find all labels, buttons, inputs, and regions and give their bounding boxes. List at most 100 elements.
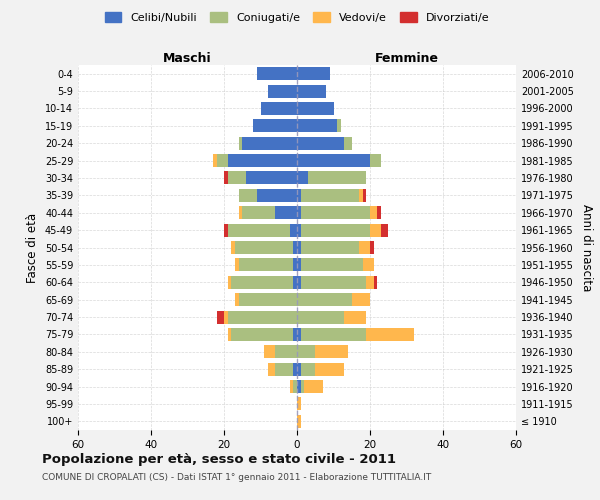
Bar: [257, 67, 297, 80]
Legend: Celibi/Nubili, Coniugati/e, Vedovi/e, Divorziati/e: Celibi/Nubili, Coniugati/e, Vedovi/e, Di…: [105, 12, 489, 23]
Bar: [297, 328, 301, 341]
Bar: [301, 380, 304, 393]
Bar: [227, 224, 290, 236]
Bar: [297, 258, 301, 272]
Bar: [293, 380, 297, 393]
Bar: [337, 120, 341, 132]
Bar: [297, 172, 308, 184]
Bar: [235, 258, 239, 272]
Bar: [367, 276, 374, 289]
Bar: [293, 241, 297, 254]
Bar: [370, 224, 381, 236]
Bar: [268, 362, 275, 376]
Y-axis label: Fasce di età: Fasce di età: [26, 212, 39, 282]
Bar: [297, 398, 301, 410]
Bar: [239, 293, 297, 306]
Bar: [290, 224, 297, 236]
Bar: [260, 102, 297, 115]
Bar: [362, 258, 374, 272]
Bar: [297, 293, 352, 306]
Bar: [301, 224, 370, 236]
Bar: [297, 154, 370, 167]
Bar: [275, 362, 293, 376]
Bar: [293, 328, 297, 341]
Bar: [301, 258, 362, 272]
Bar: [297, 67, 330, 80]
Bar: [242, 206, 275, 220]
Bar: [217, 154, 227, 167]
Bar: [275, 346, 297, 358]
Bar: [275, 206, 297, 220]
Bar: [253, 120, 297, 132]
Bar: [297, 206, 301, 220]
Bar: [304, 380, 323, 393]
Bar: [235, 241, 293, 254]
Bar: [297, 102, 334, 115]
Bar: [370, 154, 381, 167]
Bar: [315, 346, 348, 358]
Bar: [297, 189, 301, 202]
Bar: [308, 172, 367, 184]
Bar: [235, 293, 239, 306]
Bar: [293, 258, 297, 272]
Bar: [297, 84, 326, 98]
Bar: [359, 189, 362, 202]
Bar: [301, 362, 315, 376]
Bar: [232, 276, 293, 289]
Bar: [239, 136, 242, 149]
Bar: [224, 172, 227, 184]
Text: Femmine: Femmine: [374, 52, 439, 65]
Bar: [377, 206, 381, 220]
Bar: [232, 241, 235, 254]
Bar: [297, 276, 301, 289]
Bar: [227, 154, 297, 167]
Bar: [264, 346, 275, 358]
Bar: [297, 380, 301, 393]
Bar: [297, 415, 301, 428]
Bar: [301, 189, 359, 202]
Text: Maschi: Maschi: [163, 52, 212, 65]
Y-axis label: Anni di nascita: Anni di nascita: [580, 204, 593, 291]
Bar: [352, 293, 370, 306]
Bar: [224, 310, 227, 324]
Bar: [227, 328, 232, 341]
Text: COMUNE DI CROPALATI (CS) - Dati ISTAT 1° gennaio 2011 - Elaborazione TUTTITALIA.: COMUNE DI CROPALATI (CS) - Dati ISTAT 1°…: [42, 472, 431, 482]
Bar: [293, 362, 297, 376]
Bar: [297, 224, 301, 236]
Bar: [359, 241, 370, 254]
Bar: [232, 328, 293, 341]
Bar: [217, 310, 224, 324]
Bar: [213, 154, 217, 167]
Bar: [301, 328, 367, 341]
Bar: [301, 241, 359, 254]
Bar: [301, 276, 367, 289]
Bar: [297, 136, 344, 149]
Bar: [227, 310, 297, 324]
Bar: [239, 189, 257, 202]
Bar: [344, 136, 352, 149]
Bar: [239, 258, 293, 272]
Bar: [362, 189, 367, 202]
Bar: [381, 224, 388, 236]
Bar: [239, 206, 242, 220]
Bar: [297, 120, 337, 132]
Bar: [367, 328, 414, 341]
Bar: [227, 172, 246, 184]
Bar: [293, 276, 297, 289]
Bar: [268, 84, 297, 98]
Text: Popolazione per età, sesso e stato civile - 2011: Popolazione per età, sesso e stato civil…: [42, 452, 396, 466]
Bar: [290, 380, 293, 393]
Bar: [370, 206, 377, 220]
Bar: [242, 136, 297, 149]
Bar: [301, 206, 370, 220]
Bar: [297, 346, 315, 358]
Bar: [297, 241, 301, 254]
Bar: [224, 224, 227, 236]
Bar: [374, 276, 377, 289]
Bar: [344, 310, 367, 324]
Bar: [370, 241, 374, 254]
Bar: [246, 172, 297, 184]
Bar: [257, 189, 297, 202]
Bar: [297, 310, 344, 324]
Bar: [227, 276, 232, 289]
